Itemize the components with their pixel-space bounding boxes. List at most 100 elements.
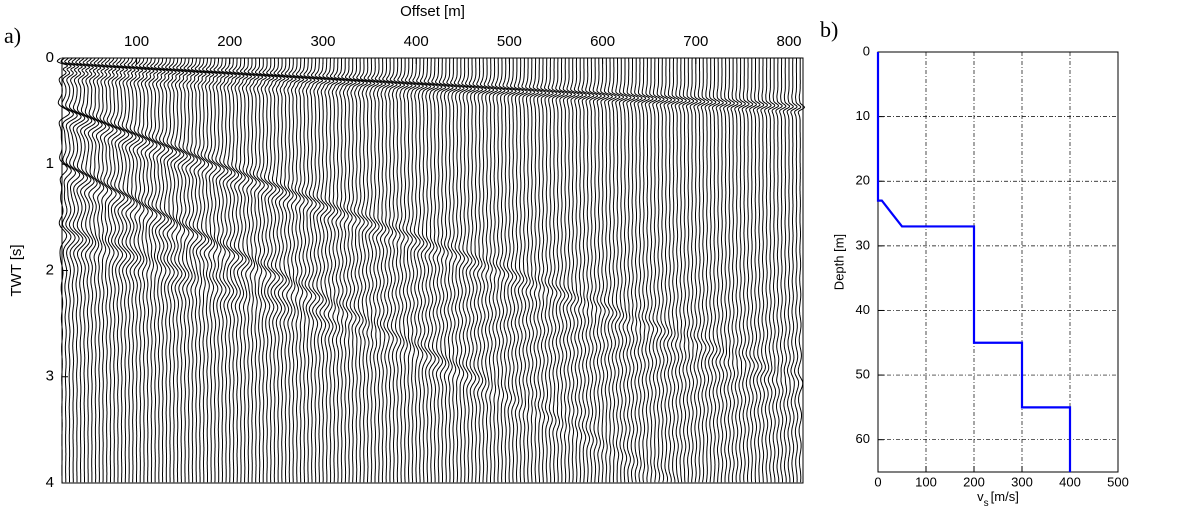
x-axis-label: vs [m/s] <box>977 489 1019 508</box>
trace <box>438 58 450 483</box>
trace <box>221 57 234 483</box>
panel-label: a) <box>4 23 21 48</box>
trace <box>119 57 133 483</box>
trace <box>782 58 791 483</box>
y-tick-label: 0 <box>863 43 870 58</box>
trace <box>637 58 647 483</box>
trace <box>771 58 780 483</box>
y-tick-label: 50 <box>856 367 870 382</box>
trace <box>715 58 724 483</box>
y-tick-label: 3 <box>46 368 54 385</box>
x-tick-label: 200 <box>963 474 985 489</box>
trace <box>596 58 606 483</box>
plot-frame <box>877 51 1119 473</box>
trace <box>179 58 192 483</box>
trace <box>592 58 602 483</box>
trace <box>726 58 735 483</box>
trace <box>194 58 207 483</box>
trace <box>566 57 576 483</box>
trace <box>82 57 96 483</box>
trace <box>277 58 290 483</box>
trace <box>626 58 636 483</box>
trace <box>393 58 406 483</box>
trace <box>86 57 100 483</box>
trace <box>224 57 238 483</box>
trace <box>292 58 305 483</box>
y-tick-label: 60 <box>856 431 870 446</box>
trace <box>176 58 188 483</box>
trace <box>700 58 709 483</box>
trace <box>431 58 443 483</box>
trace <box>756 58 765 483</box>
trace <box>371 58 383 483</box>
y-tick-label: 0 <box>46 49 54 66</box>
trace <box>711 58 721 483</box>
trace <box>67 57 82 483</box>
trace <box>510 58 521 483</box>
trace <box>348 58 361 483</box>
y-tick-label: 20 <box>856 173 870 188</box>
trace <box>607 58 617 483</box>
trace <box>752 58 761 483</box>
trace <box>280 58 293 483</box>
trace <box>269 58 282 483</box>
trace <box>131 58 144 483</box>
trace <box>400 58 413 483</box>
trace <box>303 58 316 483</box>
trace <box>419 58 432 483</box>
trace <box>423 58 436 483</box>
trace <box>322 58 335 483</box>
x-tick-label: 300 <box>1011 474 1033 489</box>
y-axis-label: TWT [s] <box>8 244 25 296</box>
trace <box>239 58 253 483</box>
trace <box>217 57 230 483</box>
trace <box>730 58 739 483</box>
trace <box>232 58 245 483</box>
trace <box>434 58 447 483</box>
trace <box>476 58 488 483</box>
trace <box>708 58 717 483</box>
x-tick-label: 400 <box>1059 474 1081 489</box>
trace <box>604 58 613 483</box>
trace <box>78 57 93 483</box>
trace <box>183 58 196 483</box>
trace <box>367 58 380 483</box>
x-tick-label: 500 <box>497 33 522 50</box>
trace <box>453 58 465 483</box>
trace <box>491 58 502 483</box>
trace <box>150 58 162 483</box>
trace <box>198 58 211 483</box>
trace <box>89 57 103 483</box>
trace <box>450 58 461 483</box>
trace <box>374 58 387 483</box>
trace <box>786 57 794 483</box>
trace <box>502 57 513 483</box>
traces <box>56 57 806 483</box>
trace <box>790 58 798 483</box>
trace <box>363 58 376 483</box>
trace <box>487 58 499 483</box>
trace <box>562 58 573 483</box>
trace <box>288 58 301 483</box>
trace <box>472 57 484 483</box>
trace <box>532 58 543 483</box>
panel-label: b) <box>820 17 838 42</box>
x-tick-label: 500 <box>1107 474 1129 489</box>
trace <box>446 57 458 483</box>
trace <box>378 58 391 483</box>
trace <box>543 58 554 483</box>
trace <box>745 58 754 483</box>
trace <box>329 58 342 483</box>
trace <box>75 57 89 483</box>
trace <box>674 58 684 483</box>
x-tick-label: 0 <box>874 474 881 489</box>
trace <box>629 57 640 483</box>
trace <box>517 58 528 483</box>
trace <box>236 58 249 483</box>
trace <box>483 58 495 483</box>
trace <box>187 57 200 483</box>
trace <box>104 57 118 483</box>
trace <box>468 58 480 483</box>
trace <box>734 58 743 483</box>
